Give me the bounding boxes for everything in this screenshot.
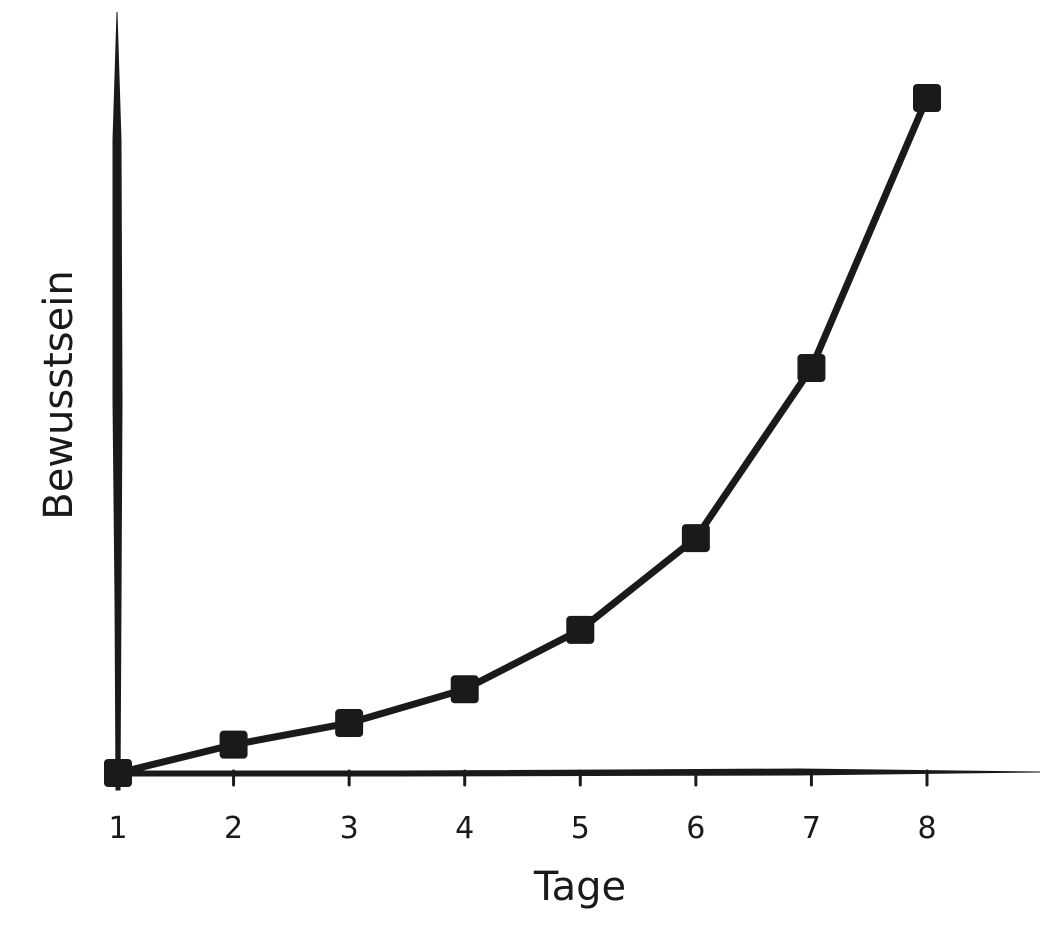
x-tick-label: 7 <box>802 811 821 846</box>
x-tick-label: 2 <box>224 811 243 846</box>
series-line <box>114 94 931 777</box>
x-tick-label: 5 <box>571 811 590 846</box>
data-point-marker <box>104 759 132 787</box>
x-ticks <box>116 769 929 787</box>
y-axis-line <box>112 11 123 791</box>
x-tick-label: 4 <box>455 811 474 846</box>
data-point-marker <box>335 709 364 738</box>
x-axis-label: Tage <box>533 864 626 910</box>
series-layer <box>104 84 941 787</box>
x-tick-label: 6 <box>686 811 705 846</box>
data-point-marker <box>566 615 595 644</box>
x-tick-label: 3 <box>340 811 359 846</box>
x-axis-line <box>107 768 1041 777</box>
data-point-marker <box>219 730 248 759</box>
x-tick-label: 8 <box>917 811 936 846</box>
x-tick-label: 1 <box>108 811 127 846</box>
y-axis-label: Bewusstsein <box>36 270 82 519</box>
data-point-marker <box>450 675 479 704</box>
data-point-marker <box>913 84 941 112</box>
data-point-marker <box>681 524 710 553</box>
x-tick-labels: 1 2 3 4 5 6 7 8 <box>108 811 936 846</box>
data-point-marker <box>797 354 826 382</box>
